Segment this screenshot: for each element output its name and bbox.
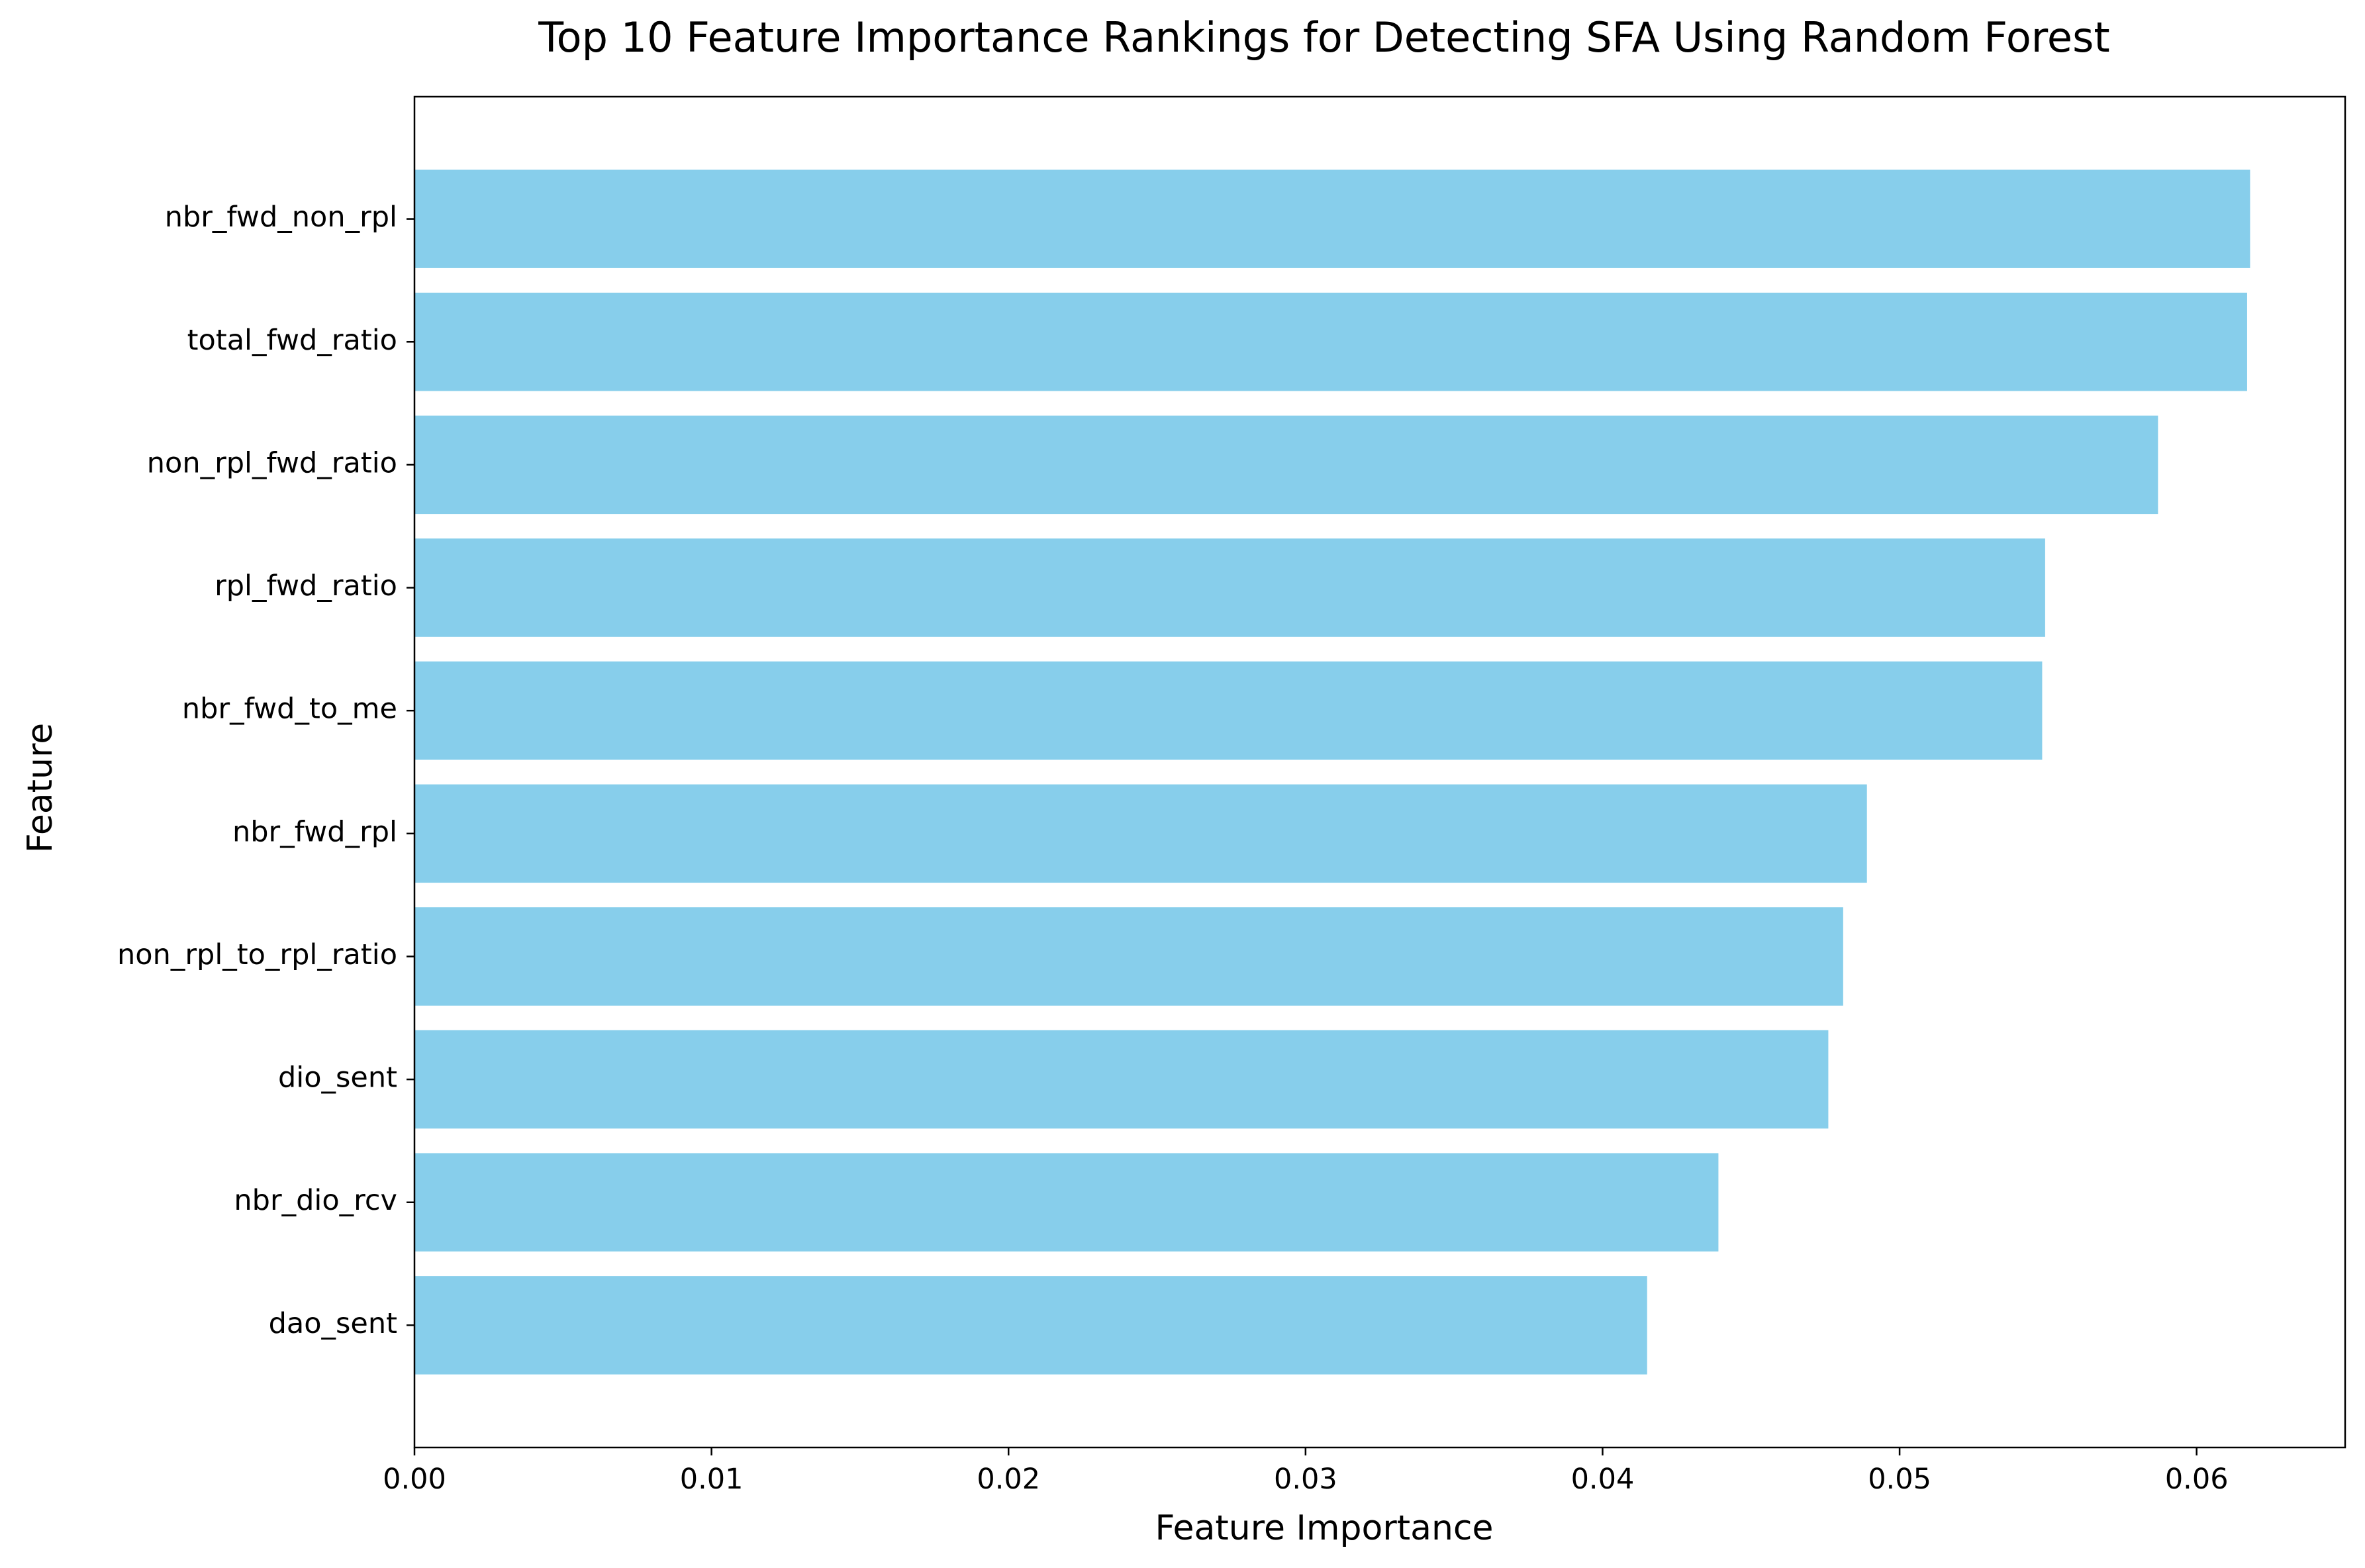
y-tick-label: nbr_fwd_rpl	[232, 815, 397, 848]
ticks-layer: nbr_fwd_non_rpl total_fwd_ratio non_rpl_fw…	[117, 201, 2229, 1496]
bar-non-rpl-fwd-ratio	[414, 415, 2158, 514]
y-tick-label: non_rpl_to_rpl_ratio	[117, 938, 397, 971]
x-tick-label: 0.05	[1868, 1463, 1931, 1496]
y-tick-label: non_rpl_fwd_ratio	[147, 446, 397, 479]
x-tick-label: 0.00	[383, 1463, 446, 1496]
bar-total-fwd-ratio	[414, 293, 2247, 391]
y-tick-label: total_fwd_ratio	[187, 324, 397, 357]
y-tick-label: nbr_dio_rcv	[234, 1184, 397, 1217]
bars-layer	[414, 170, 2250, 1375]
bar-nbr-fwd-non-rpl	[414, 170, 2250, 268]
axes-layer	[413, 95, 2346, 1449]
bar-rpl-fwd-ratio	[414, 538, 2045, 637]
y-tick-label: nbr_fwd_non_rpl	[165, 201, 397, 234]
bar-nbr-fwd-rpl	[414, 784, 1867, 883]
bar-dao-sent	[414, 1276, 1647, 1375]
y-axis-label: Feature	[21, 723, 60, 854]
y-tick-label: nbr_fwd_to_me	[182, 693, 397, 726]
chart-title: Top 10 Feature Importance Rankings for D…	[538, 13, 2109, 62]
x-tick-label: 0.01	[680, 1463, 744, 1496]
bar-nbr-fwd-to-me	[414, 661, 2043, 760]
y-tick-label: dao_sent	[269, 1307, 397, 1340]
bar-nbr-dio-rcv	[414, 1153, 1719, 1251]
x-tick-label: 0.06	[2165, 1463, 2229, 1496]
x-axis-label: Feature Importance	[1155, 1508, 1493, 1548]
x-tick-label: 0.04	[1571, 1463, 1635, 1496]
plot-frame	[413, 95, 2346, 1449]
x-tick-label: 0.02	[977, 1463, 1040, 1496]
x-tick-label: 0.03	[1274, 1463, 1337, 1496]
bar-dio-sent	[414, 1030, 1829, 1129]
y-tick-label: rpl_fwd_ratio	[215, 569, 397, 603]
bar-non-rpl-to-rpl-ratio	[414, 907, 1843, 1006]
y-tick-label: dio_sent	[278, 1061, 397, 1095]
